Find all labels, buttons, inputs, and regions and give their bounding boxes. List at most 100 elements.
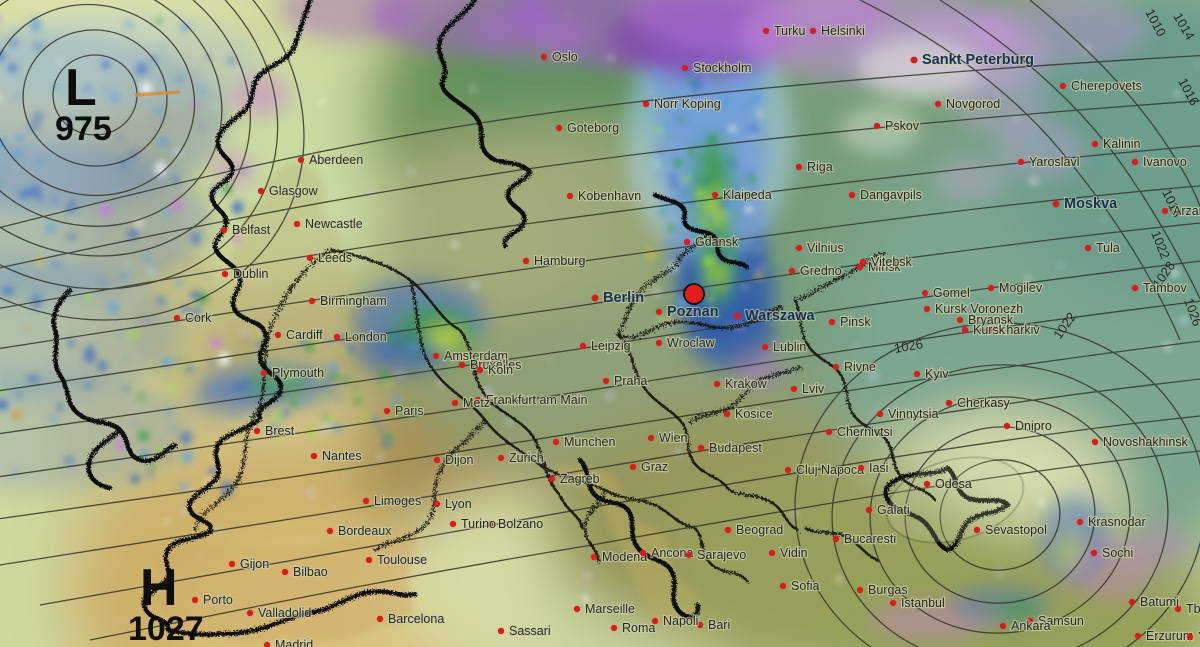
svg-text:Ivanovo: Ivanovo: [1143, 155, 1187, 169]
svg-text:Riga: Riga: [807, 160, 833, 174]
svg-text:Brest: Brest: [265, 424, 295, 438]
svg-text:Pskov: Pskov: [885, 119, 920, 133]
svg-text:Pinsk: Pinsk: [840, 315, 871, 329]
svg-text:Sarajevo: Sarajevo: [697, 548, 746, 562]
svg-text:L: L: [65, 59, 97, 117]
svg-text:Norr Koping: Norr Koping: [654, 97, 721, 111]
svg-text:Sochi: Sochi: [1102, 546, 1133, 560]
svg-text:Chernivtsi: Chernivtsi: [837, 425, 893, 439]
svg-text:Zagreb: Zagreb: [560, 472, 600, 486]
svg-text:Moskva: Moskva: [1064, 196, 1118, 212]
svg-text:Valladolid: Valladolid: [258, 606, 311, 620]
svg-text:Gdansk: Gdansk: [695, 235, 739, 249]
svg-text:Toulouse: Toulouse: [377, 553, 427, 567]
svg-text:Newcastle: Newcastle: [305, 217, 363, 231]
svg-text:Roma: Roma: [622, 621, 655, 635]
svg-text:Helsinki: Helsinki: [821, 24, 865, 38]
svg-text:Cork: Cork: [185, 311, 212, 325]
svg-text:Sofia: Sofia: [791, 579, 820, 593]
svg-text:Gredno: Gredno: [800, 264, 842, 278]
svg-text:Odesa: Odesa: [935, 477, 972, 491]
svg-text:Birmingham: Birmingham: [320, 294, 387, 308]
svg-text:Ankara: Ankara: [1011, 619, 1051, 633]
svg-text:London: London: [345, 330, 387, 344]
svg-text:Napoli: Napoli: [663, 614, 698, 628]
svg-text:Dnipro: Dnipro: [1015, 419, 1052, 433]
svg-text:Novoshakhinsk: Novoshakhinsk: [1103, 435, 1189, 449]
svg-text:Kyiv: Kyiv: [925, 367, 949, 381]
svg-text:Metz: Metz: [463, 396, 490, 410]
svg-text:975: 975: [55, 110, 112, 148]
svg-text:Barcelona: Barcelona: [388, 612, 444, 626]
svg-text:Limoges: Limoges: [374, 494, 421, 508]
svg-text:Dijon: Dijon: [445, 453, 474, 467]
svg-text:Bucaresti: Bucaresti: [844, 532, 896, 546]
svg-text:Wroclaw: Wroclaw: [667, 336, 716, 350]
svg-text:Krasnodar: Krasnodar: [1088, 515, 1146, 529]
svg-text:Krakow: Krakow: [725, 377, 768, 391]
svg-text:Galati: Galati: [877, 503, 910, 517]
svg-text:Tbilisi: Tbilisi: [1186, 602, 1200, 616]
svg-text:Gomel: Gomel: [933, 286, 970, 300]
svg-text:Vilnius: Vilnius: [807, 241, 844, 255]
svg-text:Erzurum: Erzurum: [1146, 629, 1193, 643]
svg-text:Praha: Praha: [614, 374, 647, 388]
svg-text:Sevastopol: Sevastopol: [985, 523, 1047, 537]
svg-text:Budapest: Budapest: [709, 441, 762, 455]
svg-text:Leipzig: Leipzig: [591, 339, 631, 353]
svg-text:Hamburg: Hamburg: [534, 254, 585, 268]
svg-text:Plymouth: Plymouth: [272, 366, 324, 380]
svg-text:Turku: Turku: [774, 24, 806, 38]
svg-text:Belfast: Belfast: [232, 223, 271, 237]
svg-text:Gijon: Gijon: [240, 557, 269, 571]
svg-text:Istanbul: Istanbul: [901, 596, 945, 610]
svg-text:Burgas: Burgas: [868, 583, 908, 597]
svg-text:Kalinin: Kalinin: [1103, 137, 1141, 151]
svg-text:Cluj Napoca: Cluj Napoca: [796, 463, 864, 477]
svg-text:Poznan: Poznan: [667, 304, 719, 320]
svg-text:Kursk: Kursk: [973, 323, 1006, 337]
svg-text:Nantes: Nantes: [322, 449, 362, 463]
svg-text:Sankt Peterburg: Sankt Peterburg: [922, 52, 1034, 68]
svg-text:Kosice: Kosice: [735, 407, 773, 421]
svg-text:Bilbao: Bilbao: [293, 565, 328, 579]
svg-text:Cardiff: Cardiff: [286, 328, 323, 342]
svg-text:Tambov: Tambov: [1143, 281, 1188, 295]
svg-text:Marseille: Marseille: [585, 602, 635, 616]
svg-text:Koln: Koln: [488, 363, 513, 377]
svg-text:Lublin: Lublin: [773, 340, 806, 354]
svg-text:Mogilev: Mogilev: [999, 281, 1043, 295]
svg-text:Madrid: Madrid: [275, 638, 313, 647]
svg-text:Leeds: Leeds: [318, 251, 352, 265]
svg-text:Lviv: Lviv: [802, 382, 825, 396]
svg-text:Dangavpils: Dangavpils: [860, 188, 922, 202]
svg-text:H: H: [140, 559, 178, 617]
svg-text:Iasi: Iasi: [869, 461, 888, 475]
svg-text:Klaipeda: Klaipeda: [723, 188, 772, 202]
svg-text:Sassari: Sassari: [509, 624, 551, 638]
svg-text:Warszawa: Warszawa: [745, 308, 816, 324]
svg-text:Cherepovets: Cherepovets: [1071, 79, 1142, 93]
svg-text:Kursk Voronezh: Kursk Voronezh: [935, 302, 1023, 316]
svg-text:Glasgow: Glasgow: [269, 184, 319, 198]
svg-text:Bari: Bari: [708, 618, 730, 632]
svg-text:Zurich: Zurich: [509, 451, 544, 465]
svg-text:Kobenhavn: Kobenhavn: [578, 189, 641, 203]
svg-text:Berlin: Berlin: [603, 290, 644, 306]
svg-text:Porto: Porto: [203, 593, 233, 607]
svg-text:Munchen: Munchen: [564, 435, 615, 449]
svg-text:Vitebsk: Vitebsk: [871, 255, 913, 269]
svg-text:Graz: Graz: [641, 460, 668, 474]
svg-text:Batumi: Batumi: [1140, 595, 1179, 609]
svg-text:Vidin: Vidin: [780, 546, 808, 560]
svg-text:Bolzano: Bolzano: [498, 517, 543, 531]
svg-text:Novgorod: Novgorod: [946, 97, 1000, 111]
svg-text:Dublin: Dublin: [233, 267, 268, 281]
svg-text:Lyon: Lyon: [445, 497, 472, 511]
svg-text:Arzamas: Arzamas: [1173, 204, 1200, 218]
svg-text:Paris: Paris: [395, 404, 423, 418]
svg-text:Frankfurt am Main: Frankfurt am Main: [486, 393, 587, 407]
svg-text:Yaroslavl: Yaroslavl: [1029, 155, 1079, 169]
svg-text:Stockholm: Stockholm: [693, 61, 751, 75]
svg-text:Bordeaux: Bordeaux: [338, 524, 392, 538]
